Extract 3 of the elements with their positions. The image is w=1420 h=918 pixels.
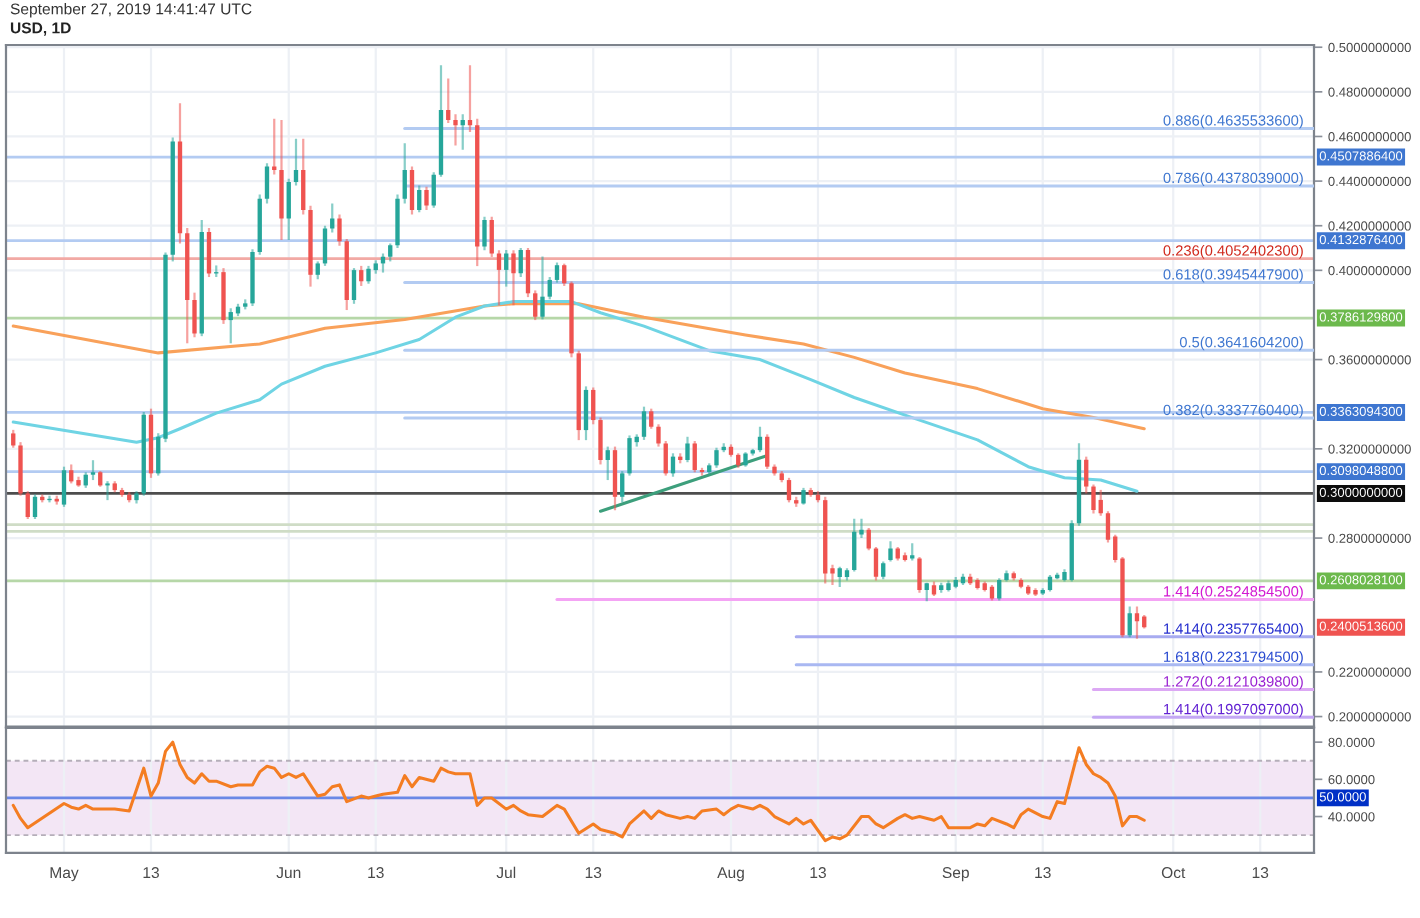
line-series bbox=[11, 740, 1146, 843]
line-series bbox=[11, 302, 1146, 431]
line-series bbox=[11, 300, 1139, 493]
